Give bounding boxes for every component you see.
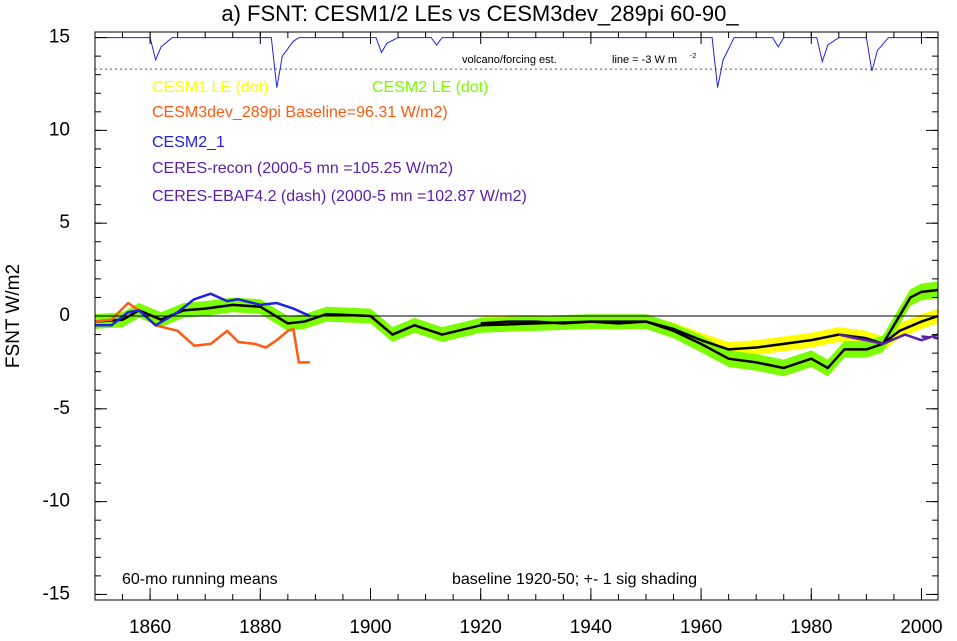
series-line	[838, 333, 939, 346]
plot-area	[94, 37, 939, 377]
x-tick-label: 1860	[129, 617, 171, 638]
mean-line	[94, 288, 939, 370]
annotation: baseline 1920-50; +- 1 sig shading	[452, 571, 697, 588]
legend-entry: CESM2_1	[152, 134, 225, 151]
annotation: 60-mo running means	[122, 571, 278, 588]
series-line	[921, 335, 939, 340]
legend-entry: CERES-EBAF4.2 (dash) (2000-5 mn =102.87 …	[152, 188, 527, 205]
x-tick-label: 1980	[790, 617, 832, 638]
y-tick-label: 10	[49, 119, 70, 140]
y-tick-label: 15	[49, 27, 70, 48]
series-line	[94, 301, 310, 364]
x-tick-label: 1920	[460, 617, 502, 638]
x-tick-label: 1900	[349, 617, 391, 638]
sigma-band	[95, 281, 938, 377]
volcano-scale-exponent: -2	[690, 53, 696, 60]
y-tick-label: -10	[43, 491, 70, 512]
volcano-label: volcano/forcing est.	[462, 54, 557, 66]
y-axis-label: FSNT W/m2	[3, 264, 24, 368]
x-tick-label: 1880	[239, 617, 281, 638]
chart-title: a) FSNT: CESM1/2 LEs vs CESM3dev_289pi 6…	[221, 1, 739, 26]
legend-entry: CESM2 LE (dot)	[372, 79, 488, 96]
volcano-line	[95, 37, 938, 88]
legend-entry: CESM3dev_289pi Baseline=96.31 W/m2)	[152, 104, 448, 121]
y-tick-label: -15	[43, 583, 70, 604]
x-tick-label: 1960	[680, 617, 722, 638]
y-tick-label: 5	[59, 212, 70, 233]
marks	[94, 37, 939, 377]
x-tick-label: 2000	[900, 617, 942, 638]
series-line	[95, 292, 311, 327]
volcano-scale: line = -3 W m	[612, 54, 677, 66]
y-tick-label: 0	[59, 305, 70, 326]
legend-entry: CESM1 LE (dot)	[152, 79, 268, 96]
legend-entry: CERES-recon (2000-5 mn =105.25 W/m2)	[152, 160, 453, 177]
x-tick-label: 1940	[570, 617, 612, 638]
y-tick-label: -5	[53, 398, 70, 419]
